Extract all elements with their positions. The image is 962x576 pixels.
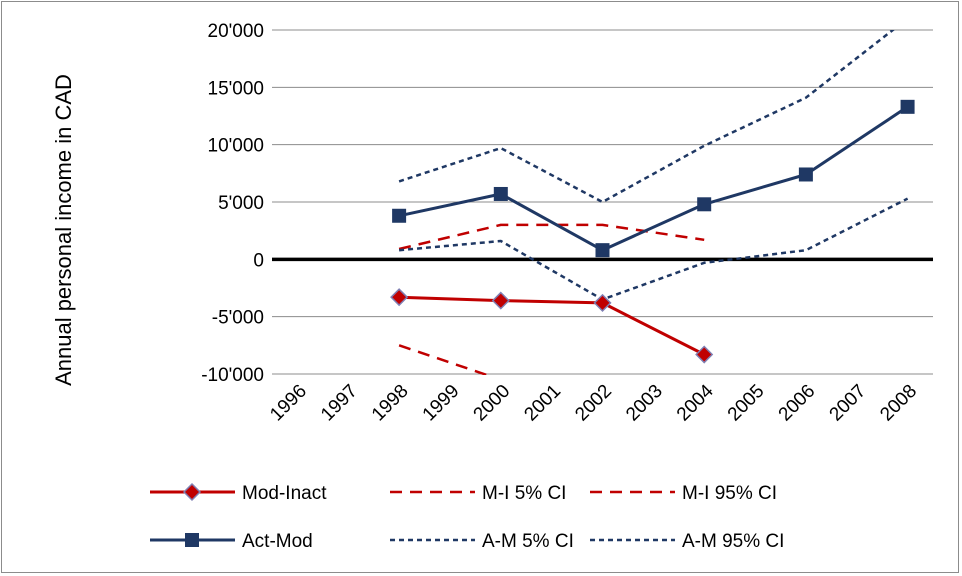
legend-label: M-I 5% CI xyxy=(482,483,566,504)
y-tick-label: -5'000 xyxy=(212,308,264,329)
grid-layer xyxy=(272,29,933,375)
y-tick-label: 0 xyxy=(253,250,264,271)
legend-marker-square xyxy=(185,533,199,547)
data-point-square xyxy=(798,167,813,182)
y-tick-label: 10'000 xyxy=(208,136,264,157)
legend-label: A-M 5% CI xyxy=(482,531,574,552)
data-point-diamond xyxy=(695,345,714,364)
series-line xyxy=(398,344,491,375)
data-point-square xyxy=(392,208,407,223)
data-point-diamond xyxy=(390,288,409,307)
series-layer xyxy=(398,30,909,375)
data-point-diamond xyxy=(491,291,510,310)
y-axis-title: Annual personal income in CAD xyxy=(51,74,76,386)
x-tick-label: 2001 xyxy=(520,381,565,426)
x-tick-label: 2003 xyxy=(622,381,667,426)
y-tick-labels: -10'000 -5'000 0 5'000 10'000 15'000 20'000 xyxy=(201,21,264,386)
data-point-square xyxy=(900,99,915,114)
y-tick-label: 15'000 xyxy=(208,78,264,99)
legend-marker-diamond xyxy=(182,482,202,502)
x-tick-label: 1999 xyxy=(419,381,464,426)
marker-layer xyxy=(390,99,915,364)
data-point-square xyxy=(493,186,508,201)
x-tick-labels: 1996 1997 1998 1999 2000 2001 2002 2003 2004 2005… xyxy=(266,380,921,425)
x-tick-label: 2004 xyxy=(673,380,718,425)
y-tick-label: -10'000 xyxy=(201,365,264,386)
legend-label: M-I 95% CI xyxy=(682,483,777,504)
legend-label: Act-Mod xyxy=(242,531,313,552)
data-point-square xyxy=(697,197,712,212)
series-line xyxy=(398,30,895,204)
series-line xyxy=(398,105,909,252)
x-tick-label: 2000 xyxy=(470,381,515,426)
legend: Mod-Inact M-I 5% CI M-I 95% CI Act-Mod A-M 5… xyxy=(150,482,784,552)
x-tick-label: 2008 xyxy=(876,381,921,426)
legend-label: A-M 95% CI xyxy=(682,531,784,552)
y-tick-label: 20'000 xyxy=(208,21,264,42)
data-point-square xyxy=(595,243,610,258)
legend-label: Mod-Inact xyxy=(242,483,327,504)
x-tick-label: 1996 xyxy=(266,381,311,426)
x-tick-label: 2002 xyxy=(571,381,616,426)
series-line xyxy=(399,295,705,356)
x-tick-label: 2005 xyxy=(724,381,769,426)
x-tick-label: 1997 xyxy=(317,381,362,426)
x-tick-label: 2007 xyxy=(826,381,871,426)
x-tick-label: 1998 xyxy=(368,381,413,426)
series-line xyxy=(398,197,909,301)
y-tick-label: 5'000 xyxy=(218,193,264,214)
data-point-diamond xyxy=(593,293,612,312)
x-tick-label: 2006 xyxy=(775,381,820,426)
